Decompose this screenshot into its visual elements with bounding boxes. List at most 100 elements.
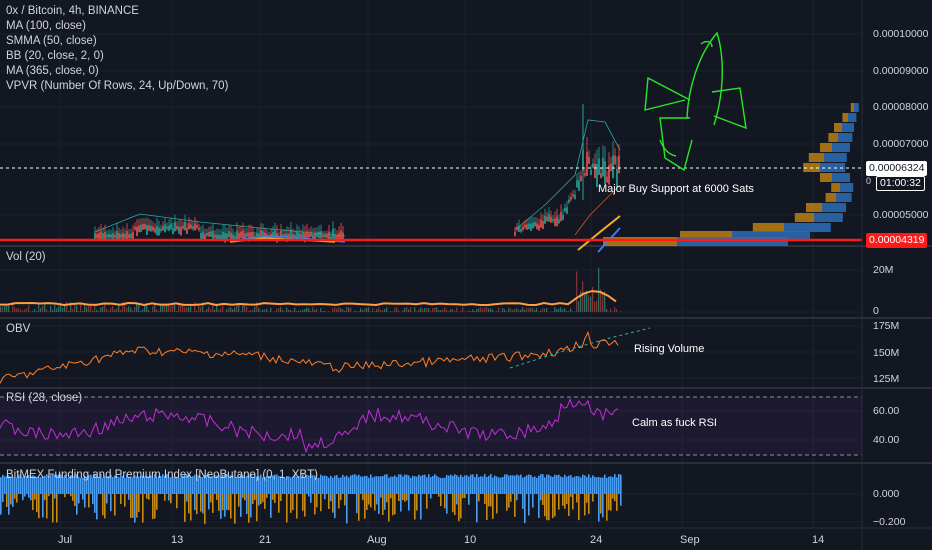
premium-bar: [484, 494, 486, 505]
funding-bar: [522, 477, 524, 494]
premium-bar: [588, 494, 590, 514]
funding-pane-label[interactable]: BitMEX Funding and Premium Index [NeoBut…: [6, 469, 318, 481]
funding-bar: [154, 474, 156, 494]
candle-body: [546, 216, 548, 222]
symbol-title[interactable]: 0x / Bitcoin, 4h, BINANCE: [6, 5, 139, 17]
volume-bar: [132, 310, 134, 312]
volume-bar: [98, 310, 100, 312]
volume-bar: [36, 311, 38, 312]
funding-bar: [320, 474, 322, 494]
candle-body: [574, 194, 576, 199]
premium-bar: [224, 494, 226, 517]
volume-bar: [164, 305, 166, 312]
funding-bar: [16, 477, 18, 494]
volume-bar: [156, 309, 158, 312]
funding-bar: [518, 475, 520, 494]
volume-bar: [18, 308, 20, 312]
premium-bar: [316, 494, 318, 508]
indicator-bb[interactable]: BB (20, close, 2, 0): [6, 50, 104, 62]
premium-bar: [370, 494, 372, 508]
volume-bar: [450, 309, 452, 312]
volume-pane-label[interactable]: Vol (20): [6, 251, 46, 263]
funding-bar: [564, 474, 566, 494]
funding-bar: [118, 477, 120, 494]
funding-bar: [516, 474, 518, 494]
rsi-pane-label[interactable]: RSI (28, close): [6, 392, 83, 404]
funding-bar: [346, 475, 348, 494]
volume-bar: [386, 307, 388, 312]
premium-bar: [382, 494, 384, 515]
funding-bar: [230, 475, 232, 494]
indicator-vpvr[interactable]: VPVR (Number Of Rows, 24, Up/Down, 70): [6, 80, 229, 92]
obv-trendline: [509, 327, 651, 369]
indicator-smma50[interactable]: SMMA (50, close): [6, 35, 97, 47]
volume-bar: [206, 309, 208, 312]
volume-bar: [402, 310, 404, 312]
candle-body: [136, 227, 138, 237]
volume-bar: [438, 309, 440, 312]
bb-upper: [514, 119, 621, 231]
funding-bar: [598, 476, 600, 494]
funding-bar: [374, 476, 376, 494]
premium-bar: [208, 494, 210, 510]
premium-bar: [38, 494, 40, 519]
funding-bar: [240, 475, 242, 494]
funding-bar: [60, 474, 62, 494]
volume-bar: [604, 291, 606, 312]
premium-bar: [570, 494, 572, 497]
indicator-ma365[interactable]: MA (365, close, 0): [6, 65, 99, 77]
volume-bar: [170, 306, 172, 312]
premium-bar: [438, 494, 440, 497]
premium-bar: [132, 494, 134, 518]
premium-bar: [610, 494, 612, 511]
bb-lower: [574, 184, 621, 236]
volume-bar: [260, 310, 262, 312]
funding-bar: [424, 474, 426, 494]
volume-bar: [0, 306, 2, 312]
volume-bar: [134, 306, 136, 312]
volume-bar: [484, 307, 486, 312]
funding-bar: [152, 477, 154, 494]
funding-bar: [490, 474, 492, 494]
candle-body: [292, 234, 294, 239]
candle-body: [324, 234, 326, 237]
funding-bar: [242, 475, 244, 494]
indicator-ma100[interactable]: MA (100, close): [6, 20, 86, 32]
candle-body: [104, 231, 106, 241]
volume-bar: [218, 309, 220, 312]
volume-bar: [532, 307, 534, 312]
candle-body: [120, 234, 122, 238]
premium-bar: [356, 494, 358, 514]
funding-bar: [470, 474, 472, 494]
premium-bar: [378, 494, 380, 515]
funding-bar: [142, 475, 144, 494]
candle-body: [298, 232, 300, 240]
candle-body: [600, 173, 602, 178]
volume-bar: [536, 308, 538, 312]
premium-bar: [152, 494, 154, 520]
volume-bar: [572, 311, 574, 312]
premium-bar: [414, 494, 416, 520]
funding-bar: [348, 477, 350, 494]
funding-bar: [298, 476, 300, 494]
candle-body: [94, 232, 96, 240]
candle-body: [126, 231, 128, 241]
candle-body: [342, 232, 344, 241]
candle-body: [152, 226, 154, 231]
candle-body: [192, 226, 194, 230]
premium-bar: [340, 494, 342, 501]
funding-bar: [566, 476, 568, 494]
volume-bar: [362, 310, 364, 312]
premium-bar: [344, 494, 346, 506]
funding-bar: [586, 476, 588, 494]
premium-bar: [390, 494, 392, 499]
funding-bar: [480, 476, 482, 494]
premium-bar: [148, 494, 150, 500]
obv-pane-label[interactable]: OBV: [6, 323, 31, 335]
candle-body: [552, 219, 554, 222]
funding-bar: [96, 475, 98, 494]
volume-bar: [190, 304, 192, 312]
candle-body: [258, 233, 260, 238]
volume-bar: [146, 305, 148, 312]
